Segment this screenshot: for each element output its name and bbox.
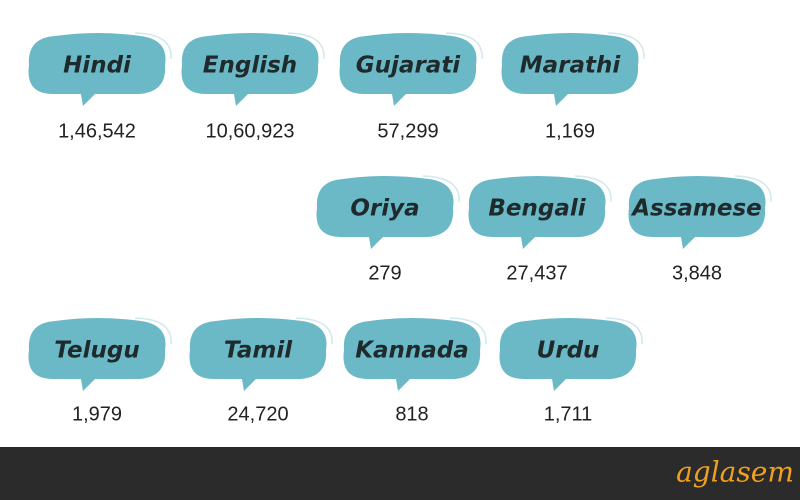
language-label: Urdu [537, 338, 600, 364]
language-label: Marathi [520, 53, 622, 79]
count: 1,711 [544, 403, 593, 425]
footer-bar [0, 447, 800, 500]
speech-bubble [343, 318, 481, 391]
speech-bubble [181, 33, 319, 106]
language-label: English [203, 53, 297, 79]
bubble-highlight [287, 32, 325, 60]
bubble-highlight [134, 317, 172, 345]
count: 1,979 [72, 403, 122, 425]
bubble-highlight [574, 175, 612, 203]
speech-bubble [499, 318, 637, 391]
speech-bubble [501, 33, 639, 106]
language-label: Gujarati [356, 53, 462, 79]
bubble-highlight [422, 175, 460, 203]
language-label: Tamil [224, 338, 293, 364]
language-label: Telugu [54, 338, 139, 364]
count: 57,299 [377, 120, 438, 142]
speech-bubble [339, 33, 477, 106]
bubble-highlight [734, 175, 772, 203]
bubble-highlight [449, 317, 487, 345]
speech-bubble [28, 33, 166, 106]
brand: aglasem [676, 456, 794, 489]
language-label: Assamese [630, 196, 762, 222]
speech-bubble [316, 176, 454, 249]
speech-bubble [628, 176, 766, 249]
count: 279 [368, 262, 401, 284]
bubble-highlight [445, 32, 483, 60]
bubble-highlight [605, 317, 643, 345]
language-label: Bengali [488, 196, 586, 222]
count: 10,60,923 [206, 120, 295, 142]
count: 818 [395, 403, 428, 425]
count: 27,437 [506, 262, 567, 284]
speech-bubble [468, 176, 606, 249]
speech-bubble [28, 318, 166, 391]
speech-bubble [189, 318, 327, 391]
bubble-highlight [295, 317, 333, 345]
bubble-highlight [134, 32, 172, 60]
count: 24,720 [227, 403, 288, 425]
count: 3,848 [672, 262, 722, 284]
count: 1,169 [545, 120, 595, 142]
language-label: Oriya [350, 196, 419, 222]
language-label: Hindi [63, 53, 132, 79]
language-label: Kannada [355, 338, 469, 364]
bubble-highlight [607, 32, 645, 60]
count: 1,46,542 [58, 120, 136, 142]
